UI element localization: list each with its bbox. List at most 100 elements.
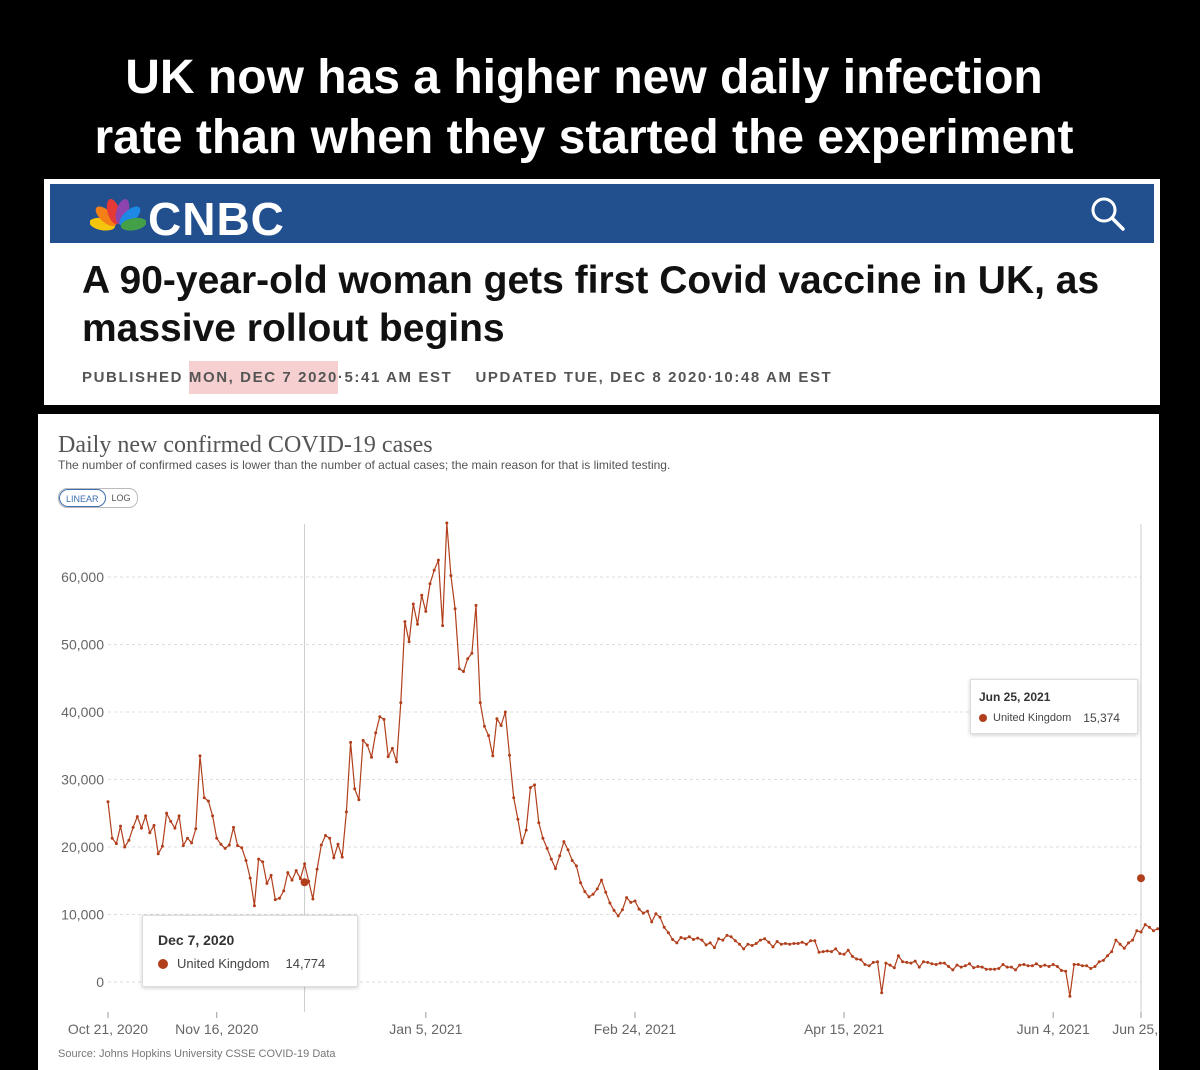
data-point [955,963,959,967]
data-point [779,942,783,946]
log-toggle-button[interactable]: LOG [111,493,131,503]
tooltip-jun-25: Jun 25, 2021 United Kingdom 15,374 [970,679,1138,734]
data-point [579,881,583,885]
data-point [466,657,470,661]
data-point [938,961,942,965]
highlight-point [300,878,309,887]
data-point [528,786,532,790]
data-point [1097,960,1101,964]
data-point [1156,927,1159,931]
data-point [830,950,833,954]
data-point [487,734,491,738]
peacock-feather [119,206,141,227]
data-point [248,876,252,880]
chart-title: Daily new confirmed COVID-19 cases [58,432,433,458]
data-point [817,950,821,954]
data-point [1068,994,1072,998]
data-point [558,854,562,858]
search-icon[interactable] [1090,196,1126,232]
data-point [474,603,478,607]
data-point [750,944,754,947]
y-tick-label: 50,000 [61,637,104,653]
data-point [365,743,369,747]
data-point [512,796,516,800]
data-point [1026,964,1030,968]
y-tick-label: 10,000 [61,907,104,923]
data-point [708,941,712,945]
data-point [896,954,900,958]
chart-subtitle: The number of confirmed cases is lower t… [58,458,671,472]
article-title[interactable]: A 90-year-old woman gets first Covid vac… [82,259,1100,350]
data-point [516,817,520,821]
data-point [495,717,499,721]
data-point [604,890,608,894]
x-tick-label: Apr 15, 2021 [804,1021,884,1037]
data-point [666,931,670,935]
data-point [265,881,269,885]
headline-line-2: rate than when they started the experime… [94,111,1074,164]
data-point [892,966,896,970]
data-point [261,860,265,864]
data-point [236,844,240,848]
x-tick-label: Nov 16, 2020 [175,1021,258,1037]
data-point [278,896,281,900]
data-point [934,963,938,966]
data-point [738,942,741,946]
data-point [428,582,432,586]
published-date-highlight: MON, DEC 7 2020 [188,361,338,394]
data-point [696,936,700,940]
data-point [942,961,946,965]
data-point [700,938,704,942]
data-point [491,754,495,758]
data-point [792,942,796,945]
data-point [206,799,210,803]
data-point [1043,963,1047,967]
peacock-feather [95,206,117,227]
data-point [508,753,511,757]
cnbc-logo[interactable]: CNBC [148,193,285,245]
data-point [106,800,110,804]
data-point [219,842,223,846]
data-point [1101,958,1105,962]
data-point [1005,965,1009,969]
data-point [399,701,403,705]
data-point [144,814,148,818]
data-point [704,943,708,947]
data-point [549,857,553,861]
data-point [922,960,925,964]
data-point [541,836,545,840]
data-point [1122,946,1126,950]
data-point [742,947,746,951]
data-point [131,825,135,829]
data-point [951,968,955,972]
data-point [917,965,921,969]
linear-toggle-button[interactable]: LINEAR [59,489,106,507]
y-tick-label: 60,000 [61,569,104,585]
data-point [361,738,365,742]
data-point [110,836,114,840]
data-point [545,846,549,850]
data-point [1047,965,1051,968]
data-point [821,950,825,954]
data-point [114,842,118,846]
data-point [1072,963,1076,966]
x-tick-label: Jun 4, 2021 [1017,1021,1090,1037]
data-point [336,842,340,846]
data-point [390,746,394,750]
data-point [432,568,436,572]
data-point [1106,954,1109,958]
data-point [959,965,963,969]
data-point [834,947,838,951]
data-point [370,755,373,759]
data-point [186,836,189,840]
data-point [796,942,800,945]
data-point [620,908,624,912]
data-point [244,859,248,862]
data-point [650,920,654,924]
data-point [1110,950,1114,954]
data-point [227,843,231,847]
data-point [554,867,557,871]
data-point [286,871,290,875]
tooltip-country: United Kingdom [993,712,1072,724]
data-point [1085,964,1089,968]
